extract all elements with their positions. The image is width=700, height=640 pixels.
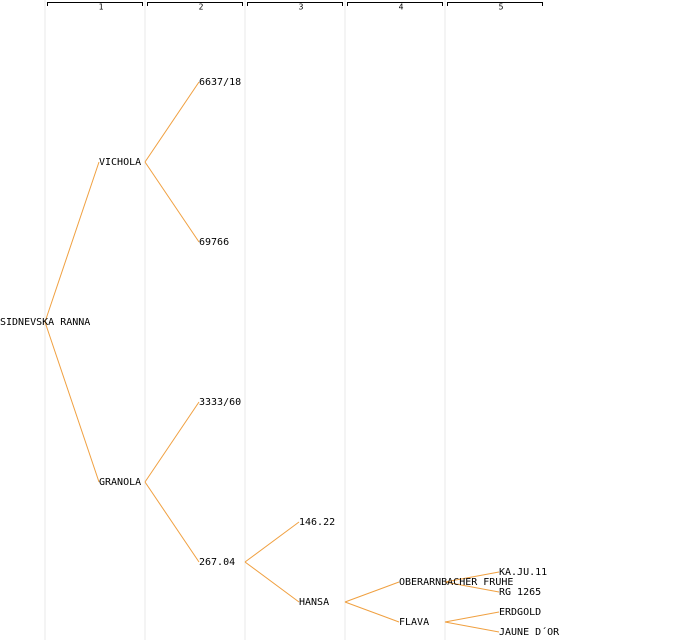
column-header: 3 bbox=[299, 3, 304, 12]
node-label: ERDGOLD bbox=[499, 607, 541, 618]
edge bbox=[44, 321, 100, 483]
node-label: 267.04 bbox=[199, 557, 235, 568]
node-label: 6637/18 bbox=[199, 77, 241, 88]
edge bbox=[444, 611, 500, 623]
edge bbox=[244, 561, 300, 603]
column-bracket bbox=[47, 2, 143, 6]
edge bbox=[144, 481, 200, 563]
edge bbox=[144, 161, 200, 243]
column-bracket bbox=[447, 2, 543, 6]
node-label: HANSA bbox=[299, 597, 329, 608]
edge bbox=[44, 161, 100, 323]
node-label: GRANOLA bbox=[99, 477, 141, 488]
column-header: 1 bbox=[99, 3, 104, 12]
node-label: 3333/60 bbox=[199, 397, 241, 408]
edge bbox=[444, 621, 500, 633]
edge bbox=[444, 581, 500, 593]
node-label: FLAVA bbox=[399, 617, 429, 628]
column-bracket bbox=[147, 2, 243, 6]
edge bbox=[144, 401, 200, 483]
node-label: SIDNEVSKA RANNA bbox=[0, 317, 90, 328]
node-label: JAUNE D´OR bbox=[499, 626, 560, 638]
node-label: 146.22 bbox=[299, 517, 335, 528]
node-label: VICHOLA bbox=[99, 157, 141, 168]
column-header: 2 bbox=[199, 3, 204, 12]
column-bracket bbox=[347, 2, 443, 6]
edge bbox=[144, 81, 200, 163]
column-header: 4 bbox=[399, 3, 404, 12]
edge bbox=[344, 601, 400, 623]
node-label: 69766 bbox=[199, 237, 229, 248]
column-header: 5 bbox=[499, 3, 504, 12]
edge bbox=[444, 571, 500, 583]
edge bbox=[244, 521, 300, 563]
edges bbox=[44, 81, 500, 633]
node-label: KA.JU.11 bbox=[499, 567, 547, 578]
edge bbox=[344, 581, 400, 603]
column-bracket bbox=[247, 2, 343, 6]
node-label: RG 1265 bbox=[499, 587, 541, 598]
node-label: OBERARNBACHER FRUHE bbox=[399, 577, 513, 588]
